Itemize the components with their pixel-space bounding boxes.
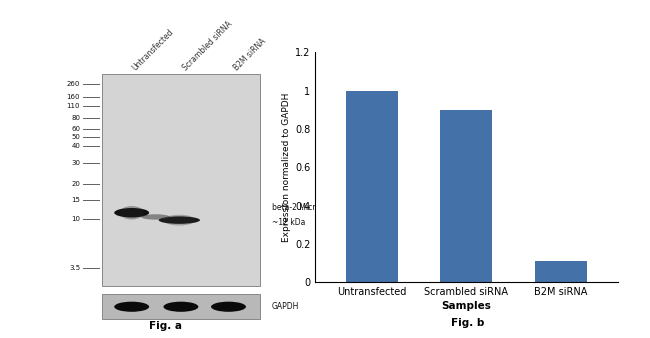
Text: B2M siRNA: B2M siRNA <box>231 37 267 73</box>
Text: beta-2 Microglobulin: beta-2 Microglobulin <box>272 203 350 212</box>
Text: 80: 80 <box>71 115 80 121</box>
Text: GAPDH: GAPDH <box>272 302 299 311</box>
Text: 110: 110 <box>66 103 80 109</box>
Ellipse shape <box>159 216 200 224</box>
Text: ~12 kDa: ~12 kDa <box>272 218 305 227</box>
Text: 160: 160 <box>66 94 80 100</box>
Text: 30: 30 <box>71 160 80 166</box>
Text: Untransfected: Untransfected <box>130 28 175 73</box>
Bar <box>346 91 398 282</box>
Ellipse shape <box>163 301 198 312</box>
Ellipse shape <box>141 214 170 220</box>
Text: Scrambled siRNA: Scrambled siRNA <box>181 20 234 73</box>
Ellipse shape <box>114 208 149 217</box>
Bar <box>535 261 587 282</box>
Text: 10: 10 <box>71 216 80 222</box>
Bar <box>101 294 260 319</box>
Text: 50: 50 <box>72 134 80 140</box>
Ellipse shape <box>163 215 195 225</box>
Text: 20: 20 <box>72 181 80 187</box>
Bar <box>441 110 492 282</box>
Text: 60: 60 <box>71 126 80 132</box>
Ellipse shape <box>120 206 144 219</box>
Ellipse shape <box>211 301 246 312</box>
Text: 15: 15 <box>72 197 80 203</box>
Text: Fig. a: Fig. a <box>150 321 183 331</box>
X-axis label: Samples: Samples <box>441 301 491 311</box>
Text: Fig. b: Fig. b <box>451 318 485 328</box>
Text: 3.5: 3.5 <box>69 265 80 271</box>
Text: 40: 40 <box>72 143 80 149</box>
Y-axis label: Expression normalized to GAPDH: Expression normalized to GAPDH <box>282 93 291 242</box>
Ellipse shape <box>114 301 149 312</box>
Bar <box>101 74 260 286</box>
Text: 260: 260 <box>67 81 80 87</box>
